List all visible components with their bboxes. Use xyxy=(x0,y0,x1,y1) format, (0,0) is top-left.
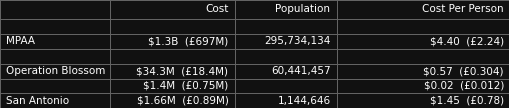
Bar xyxy=(0,34,509,49)
Bar xyxy=(0,0,509,19)
Text: $1.45  (£0.78): $1.45 (£0.78) xyxy=(429,96,503,106)
Bar xyxy=(0,19,509,34)
Text: $0.57  (£0.304): $0.57 (£0.304) xyxy=(422,66,503,76)
Text: $34.3M  (£18.4M): $34.3M (£18.4M) xyxy=(136,66,228,76)
Bar xyxy=(0,49,509,64)
Text: San Antonio: San Antonio xyxy=(6,96,69,106)
Text: Cost Per Person: Cost Per Person xyxy=(421,4,503,14)
Text: $1.3B  (£697M): $1.3B (£697M) xyxy=(148,36,228,46)
Text: $1.66M  (£0.89M): $1.66M (£0.89M) xyxy=(136,96,228,106)
Bar xyxy=(0,64,509,79)
Bar xyxy=(0,93,509,108)
Text: 1,144,646: 1,144,646 xyxy=(277,96,330,106)
Text: $0.02  (£0.012): $0.02 (£0.012) xyxy=(422,81,503,91)
Text: $1.4M  (£0.75M): $1.4M (£0.75M) xyxy=(143,81,228,91)
Text: 60,441,457: 60,441,457 xyxy=(270,66,330,76)
Text: 295,734,134: 295,734,134 xyxy=(264,36,330,46)
Text: Cost: Cost xyxy=(205,4,228,14)
Text: Operation Blossom: Operation Blossom xyxy=(6,66,105,76)
Text: Population: Population xyxy=(275,4,330,14)
Text: $4.40  (£2.24): $4.40 (£2.24) xyxy=(429,36,503,46)
Text: MPAA: MPAA xyxy=(6,36,35,46)
Bar xyxy=(0,79,509,93)
